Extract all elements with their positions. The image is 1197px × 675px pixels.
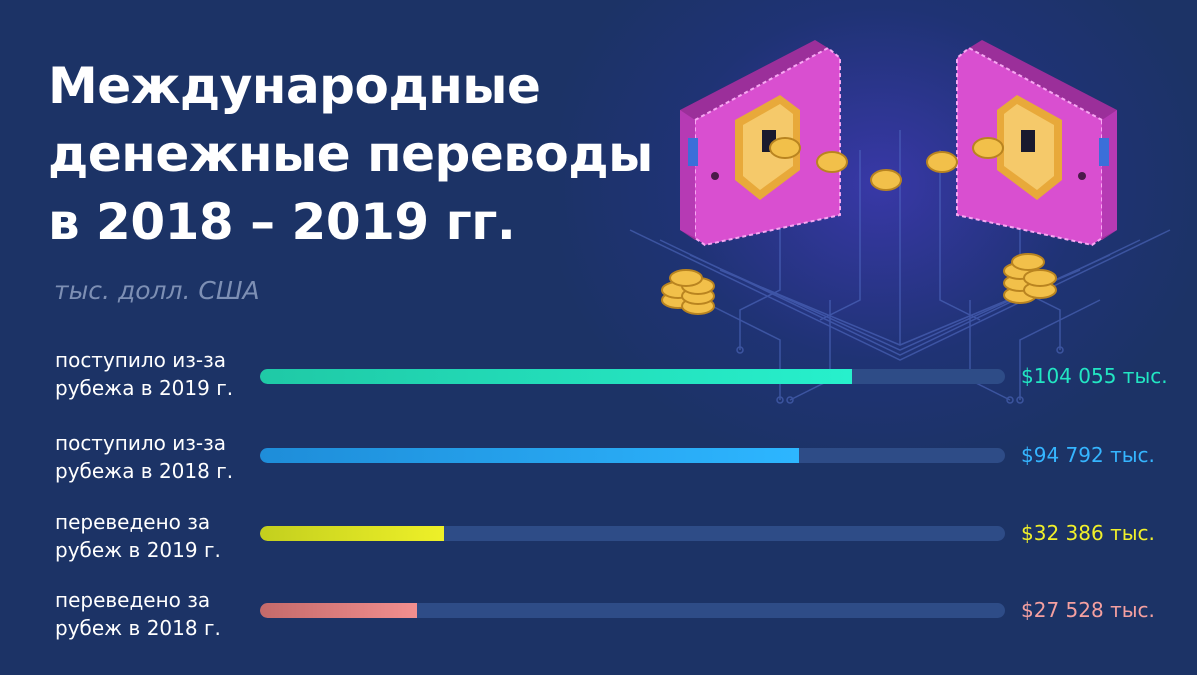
bar-label-line: рубеж в 2019 г. [55, 538, 221, 562]
title-line-2: денежные переводы [48, 125, 653, 183]
bar-track [260, 526, 1005, 541]
title-line-3: в 2018 – 2019 гг. [48, 193, 516, 251]
bar-label: поступило из-за рубежа в 2019 г. [55, 346, 255, 402]
bar-label-line: рубежа в 2019 г. [55, 376, 234, 400]
bar-label-line: переведено за [55, 588, 211, 612]
bar-track [260, 603, 1005, 618]
bar-value-label: $104 055 тыс. [1021, 364, 1168, 388]
bar-label-line: рубежа в 2018 г. [55, 459, 234, 483]
bar-track [260, 448, 1005, 463]
bar-label: переведено за рубеж в 2019 г. [55, 508, 255, 564]
bar-label-line: переведено за [55, 510, 211, 534]
bar [260, 448, 800, 463]
bar-track [260, 369, 1005, 384]
bar-label-line: поступило из-за [55, 431, 226, 455]
bar-value-label: $27 528 тыс. [1021, 598, 1155, 622]
shield-icon [997, 95, 1062, 200]
bar-label: переведено за рубеж в 2018 г. [55, 586, 255, 642]
bar [260, 526, 445, 541]
coin-icon [769, 137, 1004, 191]
bar [260, 603, 417, 618]
bar-label: поступило из-за рубежа в 2018 г. [55, 429, 255, 485]
bar-value-label: $94 792 тыс. [1021, 443, 1155, 467]
wallet-illustration [629, 40, 1171, 404]
page-title: Международные денежные переводы в 2018 –… [48, 52, 653, 256]
bar [260, 369, 852, 384]
shield-icon [735, 95, 800, 200]
title-line-1: Международные [48, 57, 541, 115]
bar-value-label: $32 386 тыс. [1021, 521, 1155, 545]
unit-subtitle: тыс. долл. США [54, 276, 260, 305]
bar-label-line: рубеж в 2018 г. [55, 616, 221, 640]
bar-label-line: поступило из-за [55, 348, 226, 372]
coin-icon [661, 253, 1057, 315]
